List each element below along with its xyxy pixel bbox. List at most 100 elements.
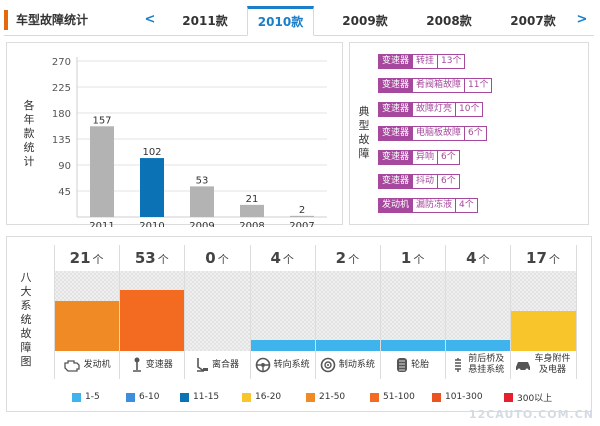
next-arrow-icon[interactable]: >: [576, 12, 588, 27]
y-tick-label: 90: [58, 161, 71, 172]
column-divider: [54, 245, 55, 379]
fault-item[interactable]: 发动机 漏防冻液 4个: [378, 198, 478, 213]
system-bar: [54, 300, 120, 351]
column-divider: [380, 245, 381, 379]
legend-swatch: [180, 392, 189, 402]
fault-count: 10个: [456, 102, 484, 117]
y-tick-label: 45: [58, 187, 71, 198]
watermark: 12CAUTO.COM.CN: [468, 408, 594, 421]
system-label[interactable]: 前后桥及 悬挂系统: [445, 351, 510, 379]
system-bar-cell[interactable]: [314, 271, 380, 351]
fault-count: 6个: [438, 174, 460, 189]
bar-value-label: 102: [142, 147, 161, 158]
system-count-value: 21: [69, 249, 91, 267]
fault-category: 变速器: [378, 54, 414, 69]
suspension-icon: [451, 357, 468, 373]
typical-faults-label: 典型故障: [358, 105, 370, 160]
legend-label: 11-15: [193, 392, 220, 402]
fault-item[interactable]: 变速器 肴阀箱故障 11个: [378, 78, 493, 93]
legend-item: 11-15: [180, 390, 219, 404]
system-count-value: 0: [205, 249, 216, 267]
system-label[interactable]: 变速器: [119, 351, 184, 379]
steering-wheel-icon: [255, 357, 274, 373]
system-label[interactable]: 制动系统: [315, 351, 380, 379]
clutch-pedal-icon: [195, 357, 212, 373]
legend-item: 6-10: [126, 390, 159, 404]
fault-item[interactable]: 变速器 抖动 6个: [378, 174, 460, 189]
column-divider: [314, 245, 316, 379]
fault-category: 变速器: [378, 126, 414, 141]
column-divider: [510, 245, 512, 379]
fault-count: 11个: [465, 78, 493, 93]
legend-item: 21-50: [306, 390, 345, 404]
legend-item: 101-300: [432, 390, 483, 404]
prev-arrow-icon[interactable]: <: [144, 12, 156, 27]
legend-label: 101-300: [445, 392, 483, 402]
x-tick-label: 2008: [239, 221, 264, 227]
fault-category: 变速器: [378, 78, 414, 93]
system-bar-cell[interactable]: [249, 271, 315, 351]
legend-label: 300以上: [517, 393, 553, 404]
fault-item[interactable]: 变速器 异响 6个: [378, 150, 460, 165]
fault-item[interactable]: 变速器 转挂 13个: [378, 54, 466, 69]
system-count-value: 1: [400, 249, 412, 267]
system-label[interactable]: 轮胎: [380, 351, 445, 379]
system-bar-cell[interactable]: [119, 271, 185, 351]
year-bar-chart: 45 90 135 180 225 270 157 2011 102 2010 53 2009 21 20…: [52, 57, 327, 227]
tab-2011[interactable]: 2011款: [182, 14, 228, 28]
eight-systems-panel: 八大系统故障图 21 个发动机 53 个变速器 0 个离合器 4 个转向系统 2 个制动系统 1 个轮…: [6, 236, 592, 412]
fault-count: 4个: [456, 198, 478, 213]
system-count-value: 17: [526, 249, 547, 267]
tab-2010[interactable]: 2010款: [247, 6, 314, 36]
system-bar-cell[interactable]: [510, 271, 576, 351]
system-label[interactable]: 发动机: [54, 351, 119, 379]
fault-item[interactable]: 变速器 电脑板故障 6个: [378, 126, 487, 141]
fault-item[interactable]: 变速器 故障灯亮 10个: [378, 102, 484, 117]
engine-icon: [63, 358, 84, 372]
fault-category: 变速器: [378, 102, 414, 117]
fault-category: 变速器: [378, 150, 414, 165]
fault-category: 变速器: [378, 174, 414, 189]
x-tick-label: 2010: [139, 221, 164, 227]
system-name: 发动机: [83, 359, 111, 370]
system-count-unit: 个: [348, 253, 360, 266]
system-bar-cell[interactable]: [380, 271, 446, 351]
gear-shift-icon: [131, 357, 146, 373]
bar-2011: [90, 126, 114, 217]
system-bar: [445, 339, 511, 351]
column-divider: [249, 245, 251, 379]
system-bar-cell[interactable]: [445, 271, 511, 351]
system-count: 53 个: [119, 245, 184, 271]
legend-swatch: [504, 392, 513, 402]
page-title: 车型故障统计: [4, 10, 88, 30]
system-label[interactable]: 车身附件 及电器: [510, 351, 575, 379]
tab-2007[interactable]: 2007款: [510, 14, 556, 28]
tab-2008[interactable]: 2008款: [426, 14, 472, 28]
tab-2009[interactable]: 2009款: [342, 14, 388, 28]
system-label[interactable]: 转向系统: [250, 351, 315, 379]
fault-name: 肴阀箱故障: [413, 78, 466, 93]
legend-swatch: [306, 392, 315, 402]
legend-swatch: [242, 392, 251, 402]
legend-label: 1-5: [85, 392, 100, 402]
y-tick-label: 270: [52, 57, 71, 68]
system-count-value: 4: [466, 249, 477, 267]
y-tick-label: 225: [52, 83, 71, 94]
system-bar-cell[interactable]: [54, 271, 120, 351]
bar-value-label: 2: [299, 205, 305, 216]
eight-systems-label: 八大系统故障图: [20, 271, 32, 368]
legend-label: 16-20: [255, 392, 282, 402]
system-count-unit: 个: [478, 253, 490, 266]
car-body-icon: [515, 358, 534, 372]
year-stats-label: 各年款统计: [23, 99, 35, 168]
fault-count: 6个: [438, 150, 460, 165]
system-count: 21 个: [54, 245, 119, 271]
system-name: 离合器: [211, 359, 239, 370]
system-bar-cell[interactable]: [184, 271, 250, 351]
system-label[interactable]: 离合器: [184, 351, 249, 379]
brake-disc-icon: [320, 357, 339, 373]
